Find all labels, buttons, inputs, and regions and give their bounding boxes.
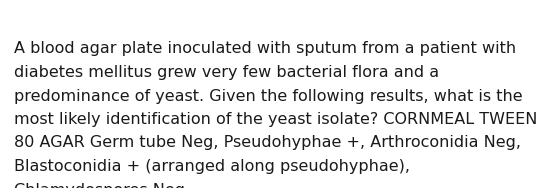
Text: most likely identification of the yeast isolate? CORNMEAL TWEEN: most likely identification of the yeast …: [14, 112, 537, 127]
Text: 80 AGAR Germ tube Neg, Pseudohyphae +, Arthroconidia Neg,: 80 AGAR Germ tube Neg, Pseudohyphae +, A…: [14, 136, 521, 151]
Text: diabetes mellitus grew very few bacterial flora and a: diabetes mellitus grew very few bacteria…: [14, 65, 439, 80]
Text: Blastoconidia + (arranged along pseudohyphae),: Blastoconidia + (arranged along pseudohy…: [14, 159, 410, 174]
Text: predominance of yeast. Given the following results, what is the: predominance of yeast. Given the followi…: [14, 89, 523, 104]
Text: A blood agar plate inoculated with sputum from a patient with: A blood agar plate inoculated with sputu…: [14, 42, 516, 57]
Text: Chlamydospores Neg: Chlamydospores Neg: [14, 183, 185, 188]
